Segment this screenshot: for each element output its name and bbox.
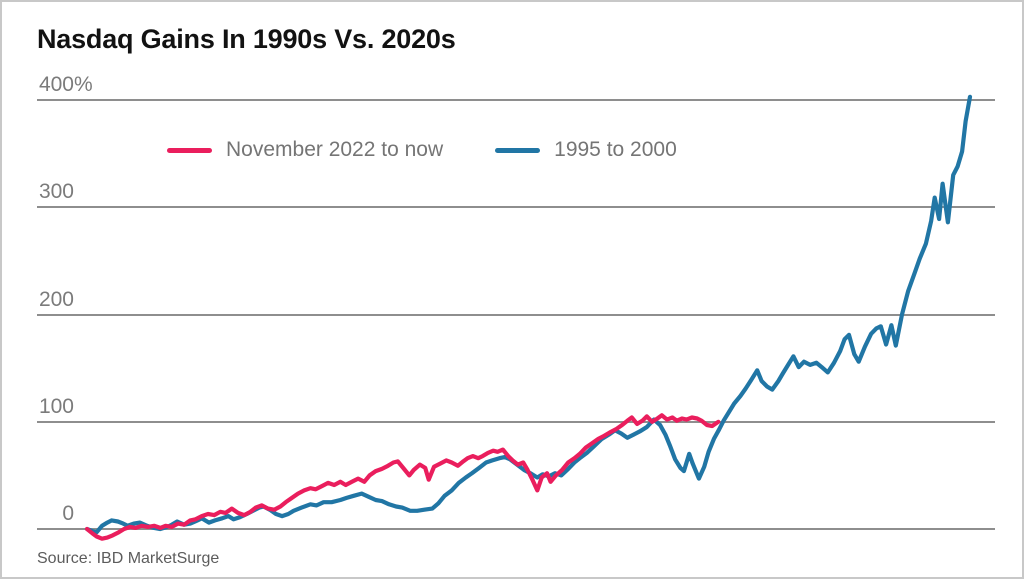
legend: November 2022 to now 1995 to 2000 [167, 138, 677, 162]
chart-title: Nasdaq Gains In 1990s Vs. 2020s [37, 24, 456, 54]
line-1995-to-2000 [84, 94, 973, 535]
gridline-400 [37, 99, 995, 101]
legend-label-november-2022-to-now: November 2022 to now [226, 138, 444, 161]
legend-item-november-2022-to-now: November 2022 to now [167, 138, 443, 162]
y-axis-label-300: 300 [38, 180, 74, 204]
y-axis-label-200: 200 [38, 287, 74, 311]
gridline-100 [37, 420, 995, 423]
gridline-300 [37, 206, 995, 209]
line-november-2022-to-now [84, 413, 721, 541]
legend-swatch-pink-line [167, 147, 212, 153]
y-axis-label-100: 100 [38, 394, 74, 418]
gridline-200 [37, 313, 995, 316]
legend-swatch-blue-line [495, 147, 541, 153]
y-axis-label-0: 0 [62, 502, 74, 525]
y-axis-label-400: 400% [38, 73, 93, 96]
gridline-0 [37, 528, 995, 530]
legend-item-1995-to-2000: 1995 to 2000 [495, 138, 677, 162]
source-credit: Source: IBD MarketSurge [37, 550, 220, 567]
legend-label-1995-to-2000: 1995 to 2000 [554, 138, 677, 161]
